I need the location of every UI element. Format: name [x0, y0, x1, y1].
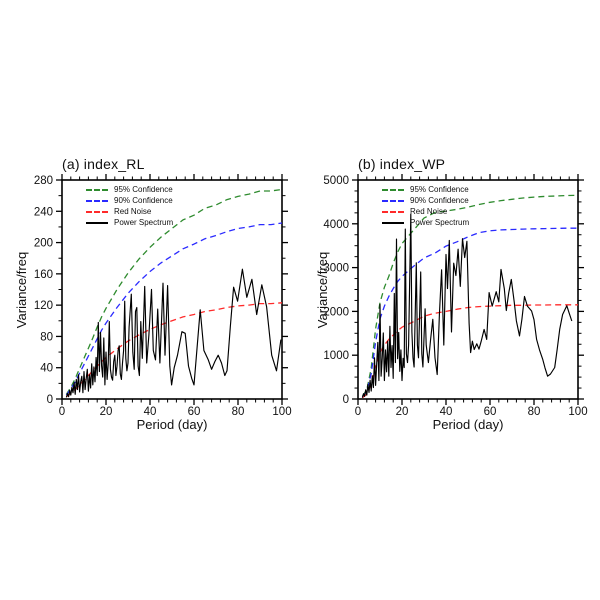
legend-label: Power Spectrum	[410, 218, 470, 227]
legend-line-sample-90	[382, 199, 404, 202]
x-tick-label: 0	[355, 406, 361, 418]
x-tick-label: 60	[484, 406, 497, 418]
x-tick-label: 60	[188, 406, 201, 418]
series-95-confidence	[361, 194, 579, 397]
x-tick-label: 40	[440, 406, 453, 418]
y-tick-label: 5000	[323, 175, 349, 187]
y-tick-label: 1000	[323, 350, 349, 362]
chart-b-title: (b) index_WP	[358, 156, 446, 172]
x-tick-label: 100	[272, 406, 291, 418]
y-tick-label: 40	[40, 363, 53, 375]
series-power-spectrum	[361, 213, 573, 398]
chart-a-legend: 95% Confidence 90% Confidence Red Noise …	[86, 184, 173, 228]
y-tick-label: 0	[343, 394, 349, 406]
y-tick-label: 240	[34, 206, 53, 218]
chart-0: 0 20 40 60 80 100 0 40 80 120 160 200 240 280	[34, 174, 292, 418]
y-tick-label: 80	[40, 331, 53, 343]
legend-line-sample-rednoise	[382, 210, 404, 213]
legend-label: Red Noise	[410, 207, 448, 216]
y-tick-label: 2000	[323, 306, 349, 318]
legend-item: Power Spectrum	[86, 217, 173, 228]
legend-label: Power Spectrum	[114, 218, 174, 227]
y-tick-label: 280	[34, 175, 53, 187]
legend-line-sample-spectrum	[382, 221, 404, 224]
chart-a-title: (a) index_RL	[62, 156, 145, 172]
x-tick-label: 80	[528, 406, 541, 418]
x-tick-label: 40	[144, 406, 157, 418]
legend-label: 90% Confidence	[410, 196, 469, 205]
series-95-confidence	[65, 188, 283, 395]
tick-marks	[352, 174, 584, 405]
y-tick-label: 0	[47, 394, 53, 406]
chart-a-x-axis-label: Period (day)	[136, 417, 208, 432]
chart-b-legend: 95% Confidence 90% Confidence Red Noise …	[382, 184, 469, 228]
legend-line-sample-95	[382, 188, 404, 191]
legend-label: 95% Confidence	[410, 185, 469, 194]
legend-line-sample-95	[86, 188, 108, 191]
y-tick-label: 4000	[323, 219, 349, 231]
legend-label: 95% Confidence	[114, 185, 173, 194]
legend-line-sample-spectrum	[86, 221, 108, 224]
x-tick-label: 20	[396, 406, 409, 418]
legend-line-sample-90	[86, 199, 108, 202]
series-90-confidence	[65, 222, 283, 396]
y-tick-label: 3000	[323, 263, 349, 275]
x-tick-label: 20	[100, 406, 113, 418]
x-tick-label: 0	[59, 406, 65, 418]
legend-item: 90% Confidence	[86, 195, 173, 206]
chart-b-x-axis-label: Period (day)	[432, 417, 504, 432]
chart-a-y-axis-label: Variance/freq	[14, 251, 29, 329]
x-tick-label: 100	[568, 406, 587, 418]
x-tick-label: 80	[232, 406, 245, 418]
legend-item: Red Noise	[382, 206, 469, 217]
chart-b-y-axis-label: Variance/freq	[315, 251, 330, 329]
legend-line-sample-rednoise	[86, 210, 108, 213]
y-tick-label: 200	[34, 238, 53, 250]
legend-label: 90% Confidence	[114, 196, 173, 205]
legend-item: Power Spectrum	[382, 217, 469, 228]
legend-item: 95% Confidence	[382, 184, 469, 195]
tick-marks	[56, 174, 288, 405]
series-power-spectrum	[65, 268, 282, 398]
y-tick-label: 120	[34, 300, 53, 312]
y-tick-label: 160	[34, 269, 53, 281]
legend-item: Red Noise	[86, 206, 173, 217]
legend-item: 95% Confidence	[86, 184, 173, 195]
legend-item: 90% Confidence	[382, 195, 469, 206]
legend-label: Red Noise	[114, 207, 152, 216]
